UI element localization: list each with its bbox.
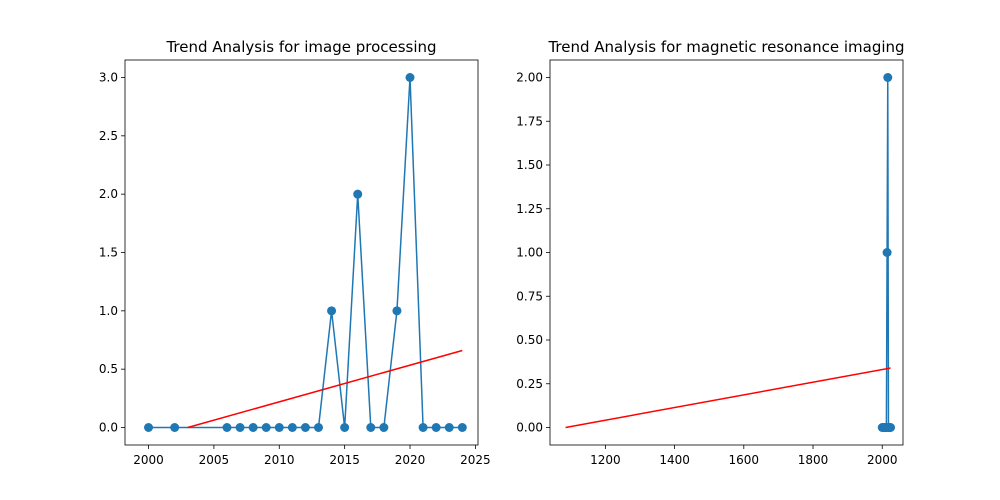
x-tick-label: 1600	[729, 453, 760, 467]
chart-panel-magnetic-resonance-imaging: Trend Analysis for magnetic resonance im…	[516, 38, 904, 467]
data-point	[405, 73, 415, 82]
data-point	[248, 423, 258, 432]
data-point	[392, 306, 402, 316]
trend-line	[187, 349, 463, 429]
x-tick-label: 2000	[133, 453, 164, 467]
plot-area	[565, 73, 896, 432]
data-point	[883, 73, 893, 82]
x-tick-label: 2005	[199, 453, 230, 467]
data-point	[431, 423, 441, 432]
y-tick-label: 1.50	[516, 158, 543, 172]
y-tick-label: 0.50	[516, 333, 543, 347]
y-tick-label: 1.0	[99, 304, 118, 318]
data-point	[222, 423, 232, 432]
x-tick-label: 1800	[798, 453, 829, 467]
y-tick-label: 1.00	[516, 246, 543, 260]
data-point	[327, 306, 337, 316]
y-tick-label: 1.5	[99, 246, 118, 260]
data-point	[886, 423, 896, 432]
data-point	[444, 423, 454, 432]
y-tick-label: 0.00	[516, 421, 543, 435]
y-tick-label: 1.75	[516, 114, 543, 128]
data-point	[882, 248, 892, 257]
data-point	[366, 423, 376, 432]
data-point	[287, 423, 297, 432]
data-point	[314, 423, 323, 432]
data-point	[457, 423, 467, 432]
plot-area	[144, 73, 467, 432]
data-point	[144, 423, 154, 432]
data-point	[235, 423, 245, 432]
data-point	[418, 423, 428, 432]
trend-line	[565, 367, 891, 429]
y-tick-label: 0.75	[516, 289, 543, 303]
data-point	[170, 423, 180, 432]
y-tick-label: 0.25	[516, 377, 543, 391]
data-point	[300, 423, 310, 432]
x-tick-label: 2025	[460, 453, 491, 467]
y-tick-label: 0.5	[99, 362, 118, 376]
chart-title: Trend Analysis for image processing	[165, 38, 436, 56]
y-tick-label: 2.5	[99, 129, 118, 143]
data-point	[353, 189, 363, 199]
x-tick-label: 2000	[867, 453, 898, 467]
chart-title: Trend Analysis for magnetic resonance im…	[547, 38, 904, 56]
y-tick-label: 2.00	[516, 71, 543, 85]
y-tick-label: 3.0	[99, 71, 118, 85]
x-tick-label: 2010	[264, 453, 295, 467]
x-tick-label: 1200	[590, 453, 621, 467]
data-point	[340, 423, 350, 432]
x-tick-label: 2015	[329, 453, 360, 467]
y-tick-label: 1.25	[516, 202, 543, 216]
data-point	[379, 423, 389, 432]
y-tick-label: 0.0	[99, 421, 118, 435]
x-tick-label: 2020	[395, 453, 426, 467]
x-tick-label: 1400	[659, 453, 690, 467]
chart-panel-image-processing: Trend Analysis for image processing 2000 2…	[99, 38, 491, 467]
y-tick-label: 2.0	[99, 187, 118, 201]
data-point	[274, 423, 284, 432]
data-point	[261, 423, 271, 432]
